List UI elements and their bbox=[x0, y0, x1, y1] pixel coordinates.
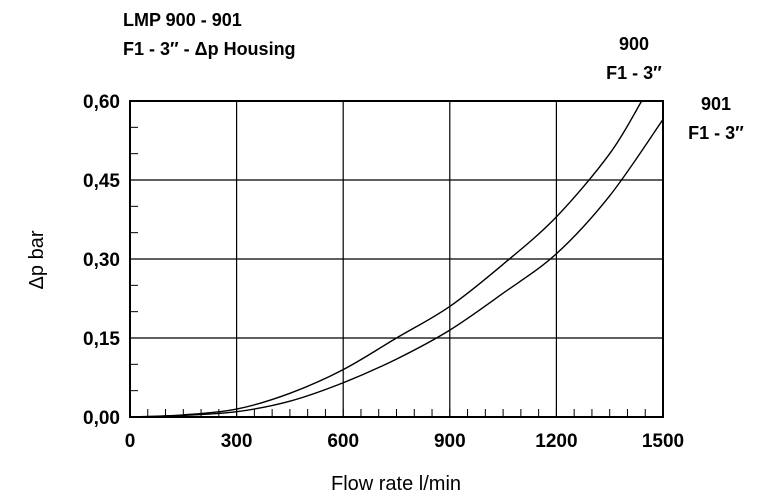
x-tick-label: 900 bbox=[434, 431, 466, 452]
minor-ticks bbox=[130, 126, 646, 417]
x-tick-label: 0 bbox=[125, 431, 136, 452]
y-tick-label: 0,15 bbox=[83, 329, 120, 350]
y-tick-label: 0,60 bbox=[83, 92, 120, 113]
series-label-0-line-1: 900 bbox=[619, 34, 649, 54]
y-tick-label: 0,30 bbox=[83, 250, 120, 271]
grid bbox=[130, 101, 663, 417]
x-tick-label: 1500 bbox=[642, 431, 684, 452]
y-axis-label: Δp bar bbox=[26, 230, 48, 289]
chart-title-line-2: F1 - 3″ - Δp Housing bbox=[123, 39, 296, 59]
x-tick-label: 600 bbox=[327, 431, 359, 452]
series-label-0-line-2: F1 - 3″ bbox=[606, 63, 662, 83]
y-tick-label: 0,00 bbox=[83, 408, 120, 429]
series-labels: 900 F1 - 3″ 901 F1 - 3″ bbox=[606, 34, 744, 143]
series-line-0 bbox=[129, 100, 643, 418]
x-tick-label: 1200 bbox=[535, 431, 577, 452]
series-lines bbox=[129, 100, 664, 418]
y-tick-label: 0,45 bbox=[83, 171, 120, 192]
x-axis-label: Flow rate l/min bbox=[331, 473, 461, 495]
series-line-1 bbox=[129, 119, 664, 418]
series-label-1-line-1: 901 bbox=[701, 94, 731, 114]
series-label-1-line-2: F1 - 3″ bbox=[688, 123, 744, 143]
y-tick-labels: 0,00 0,15 0,30 0,45 0,60 bbox=[83, 92, 120, 429]
plot-frame bbox=[129, 100, 664, 418]
chart-title-line-1: LMP 900 - 901 bbox=[123, 10, 242, 30]
x-tick-labels: 0 300 600 900 1200 1500 bbox=[125, 431, 684, 452]
x-tick-label: 300 bbox=[221, 431, 253, 452]
